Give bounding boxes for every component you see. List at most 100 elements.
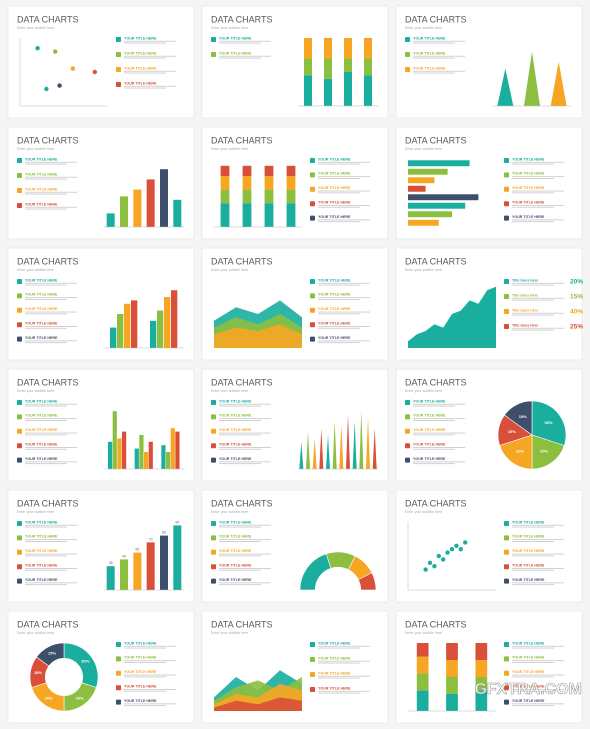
item-percent: 20% (570, 279, 583, 286)
item-text (318, 206, 360, 208)
item-title: YOUR TITLE HERE (512, 215, 545, 219)
bar-segment (304, 38, 312, 59)
cone (339, 424, 344, 469)
bar-segment (344, 58, 352, 72)
item-text (318, 284, 360, 286)
item-text (25, 463, 67, 465)
item-text (512, 178, 554, 179)
item-text (512, 689, 564, 690)
item-text (413, 40, 465, 42)
point (423, 567, 428, 572)
item-title: YOUR TITLE HERE (219, 51, 252, 55)
slide-title: DATA CHARTS (211, 619, 273, 629)
item-title: YOUR TITLE HERE (25, 278, 58, 282)
item-icon (116, 82, 121, 87)
item-text (318, 326, 370, 327)
item-icon (310, 657, 315, 662)
item-text (318, 647, 360, 649)
item-icon (405, 37, 410, 42)
bar-segment (416, 673, 429, 691)
item-text (25, 432, 77, 434)
item-icon (17, 400, 22, 405)
item-title: YOUR TITLE HERE (318, 200, 351, 204)
item-title: YOUR TITLE HERE (318, 215, 351, 219)
value-label: 20% (516, 449, 524, 454)
item-text (25, 206, 77, 208)
bar-segment (242, 203, 252, 227)
item-title: YOUR TITLE HERE (318, 656, 351, 660)
item-text (124, 42, 166, 44)
slide-title: DATA CHARTS (17, 135, 79, 145)
bar-segment (264, 165, 274, 176)
point (432, 564, 437, 569)
slide-subtitle: Enter your subtitle here (211, 26, 248, 30)
item-text (512, 192, 554, 194)
value-label: 35 (109, 561, 113, 565)
item-text (219, 42, 261, 44)
item-title: YOUR TITLE HERE (25, 578, 58, 582)
item-text (219, 553, 271, 555)
slice (531, 434, 565, 470)
item-title: YOUR TITLE HERE (219, 578, 252, 582)
point (427, 560, 433, 565)
bar-segment (446, 660, 458, 677)
item-title: YOUR TITLE HERE (124, 699, 157, 703)
item-text (318, 205, 370, 206)
item-text (512, 524, 564, 526)
item-text (318, 677, 360, 679)
slide-title: DATA CHARTS (211, 135, 273, 145)
slide-title: DATA CHARTS (17, 377, 79, 387)
item-text (25, 193, 67, 195)
bar (133, 189, 142, 227)
item-title: YOUR TITLE HERE (413, 36, 446, 40)
value-label: 15% (34, 670, 42, 675)
slide-subtitle: Enter your subtitle here (17, 389, 54, 393)
item-title: YOUR TITLE HERE (413, 457, 446, 461)
bar (120, 196, 128, 227)
bar (120, 559, 128, 590)
item-text (124, 690, 166, 692)
bar (408, 168, 448, 175)
item-icon (17, 188, 22, 193)
value-label: 15% (48, 651, 56, 656)
bar-segment (416, 690, 429, 711)
item-text (512, 526, 554, 528)
cone (326, 435, 330, 469)
point (35, 46, 40, 51)
item-icon (116, 656, 121, 662)
item-text (413, 434, 455, 436)
item-icon (17, 549, 22, 555)
item-title: Title Goes Here (512, 278, 538, 282)
bar (408, 185, 426, 192)
item-text (318, 161, 370, 163)
item-text (413, 447, 465, 448)
item-icon (504, 172, 509, 178)
item-icon (504, 685, 509, 691)
item-icon (17, 521, 22, 526)
item-title: YOUR TITLE HERE (25, 202, 58, 206)
item-title: YOUR TITLE HERE (512, 563, 545, 567)
bar (175, 431, 180, 469)
slide-subtitle: Enter your subtitle here (211, 510, 248, 514)
item-title: YOUR TITLE HERE (219, 442, 252, 446)
slide-title: DATA CHARTS (405, 498, 467, 508)
item-title: YOUR TITLE HERE (219, 520, 252, 524)
item-text (512, 568, 564, 569)
item-text (25, 327, 67, 329)
bar-segment (286, 176, 296, 190)
item-text (25, 313, 67, 315)
bar-segment (364, 75, 372, 106)
item-icon (211, 414, 216, 420)
bar (150, 320, 157, 348)
item-title: YOUR TITLE HERE (25, 307, 58, 311)
point (44, 86, 49, 92)
item-icon (310, 307, 315, 313)
item-text (512, 582, 564, 584)
bar (408, 160, 470, 167)
area (408, 286, 496, 348)
slide-subtitle: Enter your subtitle here (405, 26, 442, 30)
item-text (318, 692, 360, 694)
item-icon (504, 670, 509, 676)
item-icon (405, 52, 410, 57)
item-icon (211, 549, 216, 555)
